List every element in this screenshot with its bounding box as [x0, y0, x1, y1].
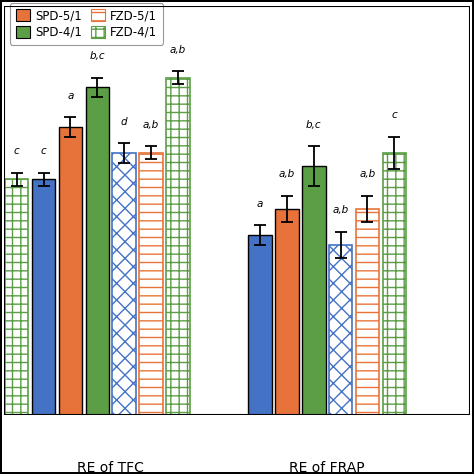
Text: c: c	[14, 146, 19, 156]
Text: a,b: a,b	[143, 120, 159, 130]
Text: RE of FRAP: RE of FRAP	[290, 461, 365, 474]
Text: c: c	[392, 110, 397, 120]
Bar	[356, 209, 379, 415]
Bar	[5, 179, 28, 415]
Text: a,b: a,b	[279, 169, 295, 179]
Bar	[302, 166, 326, 415]
Bar	[32, 179, 55, 415]
Legend: SPD-5/1, SPD-4/1, FZD-5/1, FZD-4/1: SPD-5/1, SPD-4/1, FZD-5/1, FZD-4/1	[10, 3, 163, 45]
Bar	[383, 153, 406, 415]
Bar	[248, 235, 272, 415]
Text: a,b: a,b	[359, 169, 375, 179]
Text: a: a	[67, 91, 73, 100]
Bar	[59, 127, 82, 415]
Text: a,b: a,b	[170, 45, 186, 55]
Text: a: a	[257, 199, 263, 209]
Text: RE of TFC: RE of TFC	[77, 461, 144, 474]
Bar	[139, 153, 163, 415]
Bar	[166, 78, 190, 415]
Bar	[329, 245, 352, 415]
Text: b,c: b,c	[90, 51, 105, 61]
Bar	[4, 6, 470, 415]
Text: c: c	[41, 146, 46, 156]
Text: d: d	[121, 117, 128, 127]
Bar	[85, 87, 109, 415]
Bar	[275, 209, 299, 415]
Bar	[112, 153, 136, 415]
Text: a,b: a,b	[332, 205, 349, 215]
Text: b,c: b,c	[306, 120, 321, 130]
